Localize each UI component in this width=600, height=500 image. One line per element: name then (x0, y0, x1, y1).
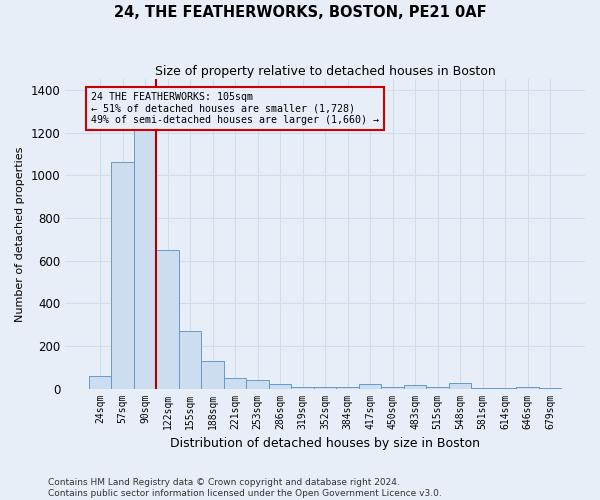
Bar (449, 383, 472, 388)
Bar (359, 384, 382, 388)
Bar (111, 162, 134, 388)
Bar (224, 378, 247, 388)
Bar (202, 361, 224, 388)
Bar (89, 376, 111, 388)
Y-axis label: Number of detached properties: Number of detached properties (15, 146, 25, 322)
Bar (157, 250, 179, 388)
Text: 24 THE FEATHERWORKS: 105sqm
← 51% of detached houses are smaller (1,728)
49% of : 24 THE FEATHERWORKS: 105sqm ← 51% of det… (91, 92, 379, 125)
Bar (404, 386, 427, 388)
Title: Size of property relative to detached houses in Boston: Size of property relative to detached ho… (155, 65, 496, 78)
Text: 24, THE FEATHERWORKS, BOSTON, PE21 0AF: 24, THE FEATHERWORKS, BOSTON, PE21 0AF (113, 5, 487, 20)
Bar (134, 118, 157, 388)
Bar (269, 384, 292, 388)
Bar (292, 387, 314, 388)
Bar (247, 380, 269, 388)
Bar (179, 331, 202, 388)
Text: Contains HM Land Registry data © Crown copyright and database right 2024.
Contai: Contains HM Land Registry data © Crown c… (48, 478, 442, 498)
Bar (517, 387, 539, 388)
X-axis label: Distribution of detached houses by size in Boston: Distribution of detached houses by size … (170, 437, 480, 450)
